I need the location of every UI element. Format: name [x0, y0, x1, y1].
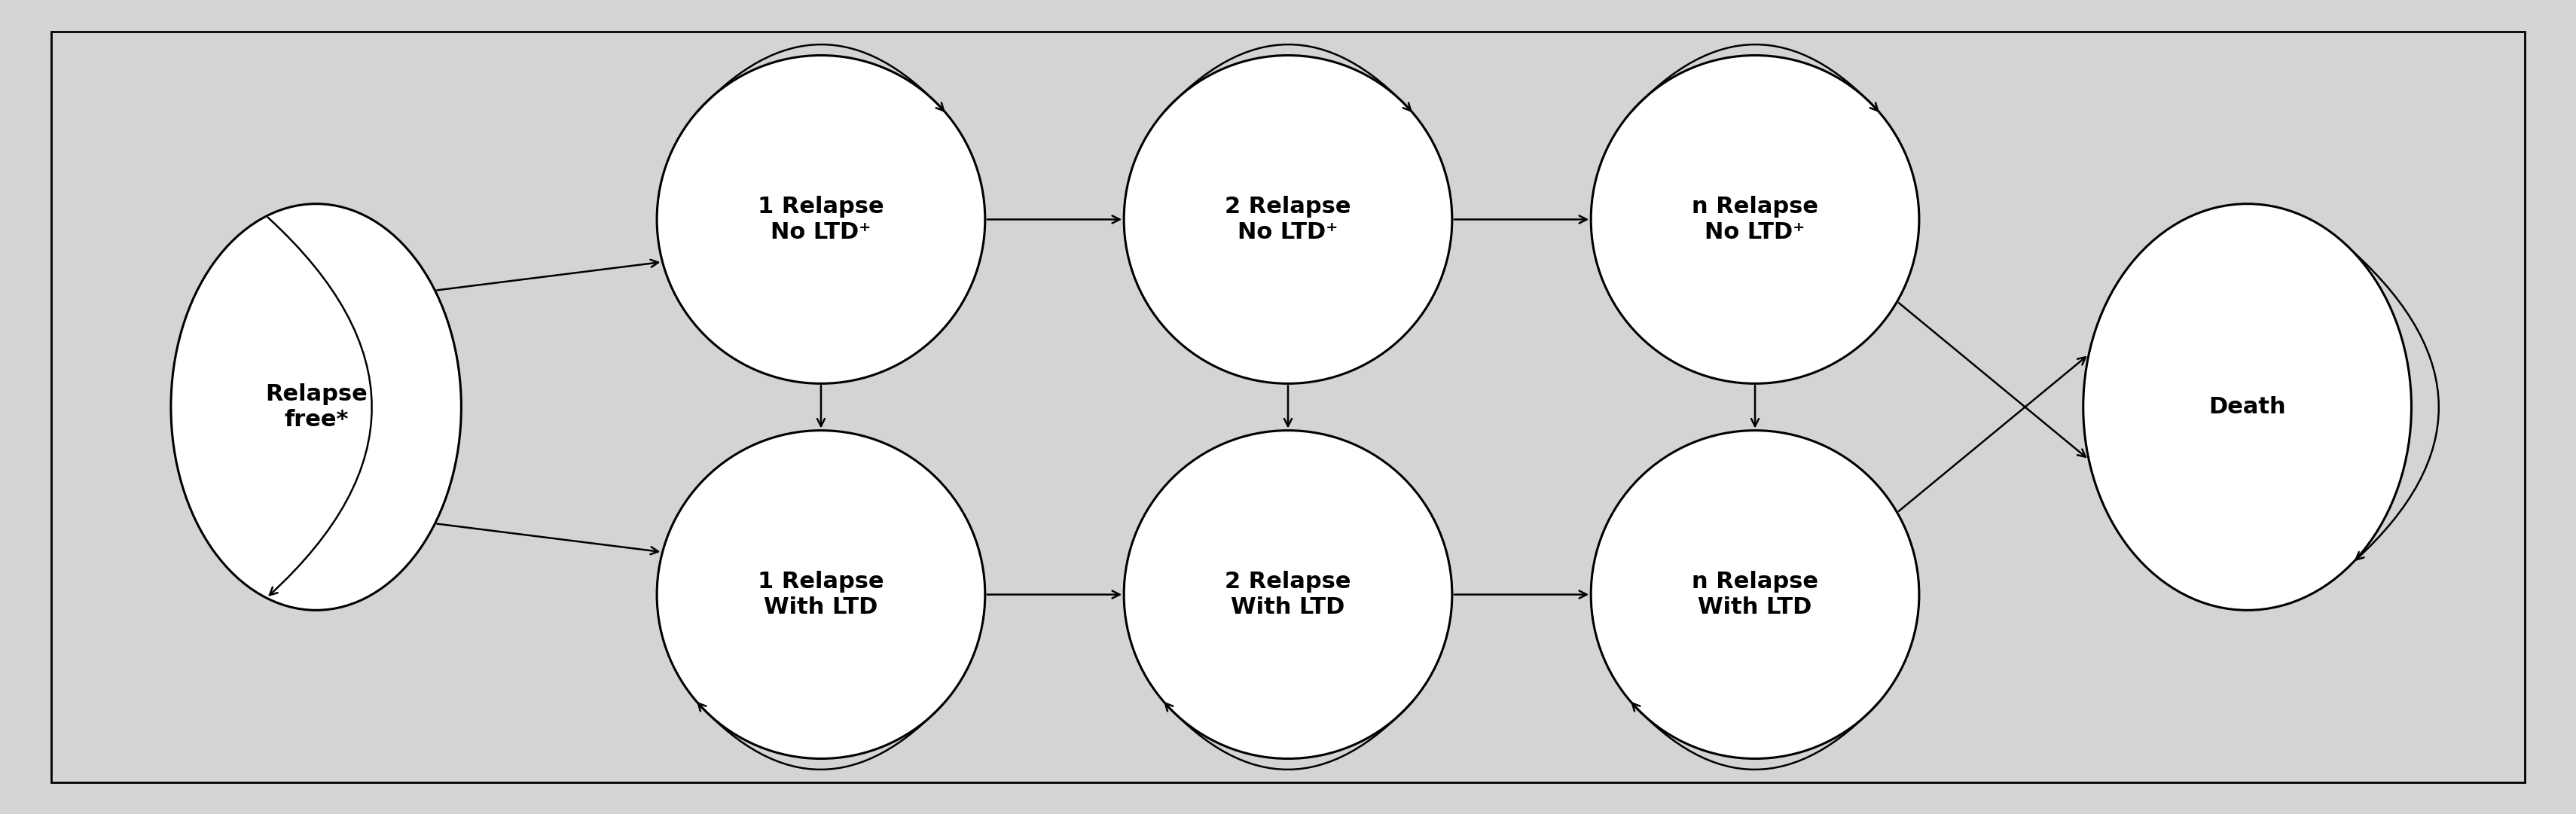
Text: 2 Relapse
No LTD⁺: 2 Relapse No LTD⁺: [1226, 196, 1350, 243]
Ellipse shape: [170, 204, 461, 610]
Text: n Relapse
No LTD⁺: n Relapse No LTD⁺: [1692, 196, 1819, 243]
Ellipse shape: [2084, 204, 2411, 610]
Ellipse shape: [657, 55, 984, 383]
Ellipse shape: [1592, 431, 1919, 759]
Ellipse shape: [1592, 55, 1919, 383]
Text: n Relapse
With LTD: n Relapse With LTD: [1692, 571, 1819, 618]
Text: 2 Relapse
With LTD: 2 Relapse With LTD: [1226, 571, 1350, 618]
Ellipse shape: [1123, 431, 1453, 759]
Ellipse shape: [1123, 55, 1453, 383]
Text: Relapse
free*: Relapse free*: [265, 383, 368, 431]
Text: Death: Death: [2208, 396, 2285, 418]
Ellipse shape: [657, 431, 984, 759]
Text: 1 Relapse
No LTD⁺: 1 Relapse No LTD⁺: [757, 196, 884, 243]
Text: 1 Relapse
With LTD: 1 Relapse With LTD: [757, 571, 884, 618]
